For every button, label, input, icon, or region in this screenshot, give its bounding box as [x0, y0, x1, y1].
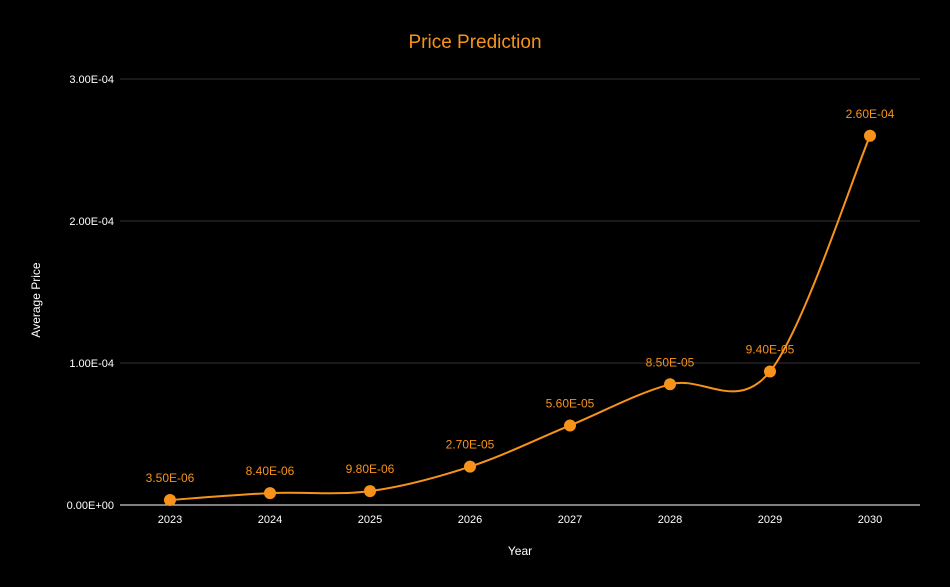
- data-label: 2.60E-04: [846, 107, 895, 121]
- x-tick-label: 2023: [158, 514, 182, 526]
- x-tick-label: 2025: [358, 514, 382, 526]
- x-tick-label: 2024: [258, 514, 282, 526]
- data-point: [164, 494, 176, 507]
- y-axis-label: Average Price: [29, 262, 43, 337]
- x-tick-label: 2028: [658, 514, 682, 526]
- data-labels: 3.50E-06 8.40E-06 9.80E-06 2.70E-05 5.60E-05…: [146, 107, 895, 485]
- gridlines: [120, 78, 920, 506]
- chart-title: Price Prediction: [408, 32, 541, 53]
- data-points: [164, 129, 876, 507]
- y-tick-label: 0.00E+00: [67, 500, 114, 512]
- x-tick-label: 2029: [758, 514, 782, 526]
- data-label: 5.60E-05: [546, 396, 595, 410]
- y-tick-label: 1.00E-04: [69, 358, 114, 370]
- data-label: 3.50E-06: [146, 471, 195, 485]
- data-point: [564, 419, 576, 432]
- x-tick-label: 2026: [458, 514, 482, 526]
- x-tick-label: 2027: [558, 514, 582, 526]
- data-label: 9.80E-06: [346, 462, 395, 476]
- x-axis-label: Year: [508, 544, 532, 558]
- data-point: [464, 460, 476, 473]
- x-tick-label: 2030: [858, 514, 882, 526]
- series-line: [169, 135, 871, 502]
- y-tick-label: 2.00E-04: [69, 216, 114, 228]
- data-label: 8.50E-05: [646, 355, 695, 369]
- data-point: [764, 365, 776, 378]
- y-tick-label: 3.00E-04: [69, 74, 114, 86]
- x-axis-ticks: 2023 2024 2025 2026 2027 2028 2029 2030: [158, 514, 882, 526]
- data-label: 8.40E-06: [246, 464, 295, 478]
- data-point: [864, 129, 876, 142]
- y-axis-ticks: 0.00E+00 1.00E-04 2.00E-04 3.00E-04: [67, 74, 114, 512]
- data-point: [364, 485, 376, 498]
- data-point: [664, 378, 676, 391]
- data-point: [264, 487, 276, 500]
- data-label: 9.40E-05: [746, 343, 795, 357]
- data-label: 2.70E-05: [446, 438, 495, 452]
